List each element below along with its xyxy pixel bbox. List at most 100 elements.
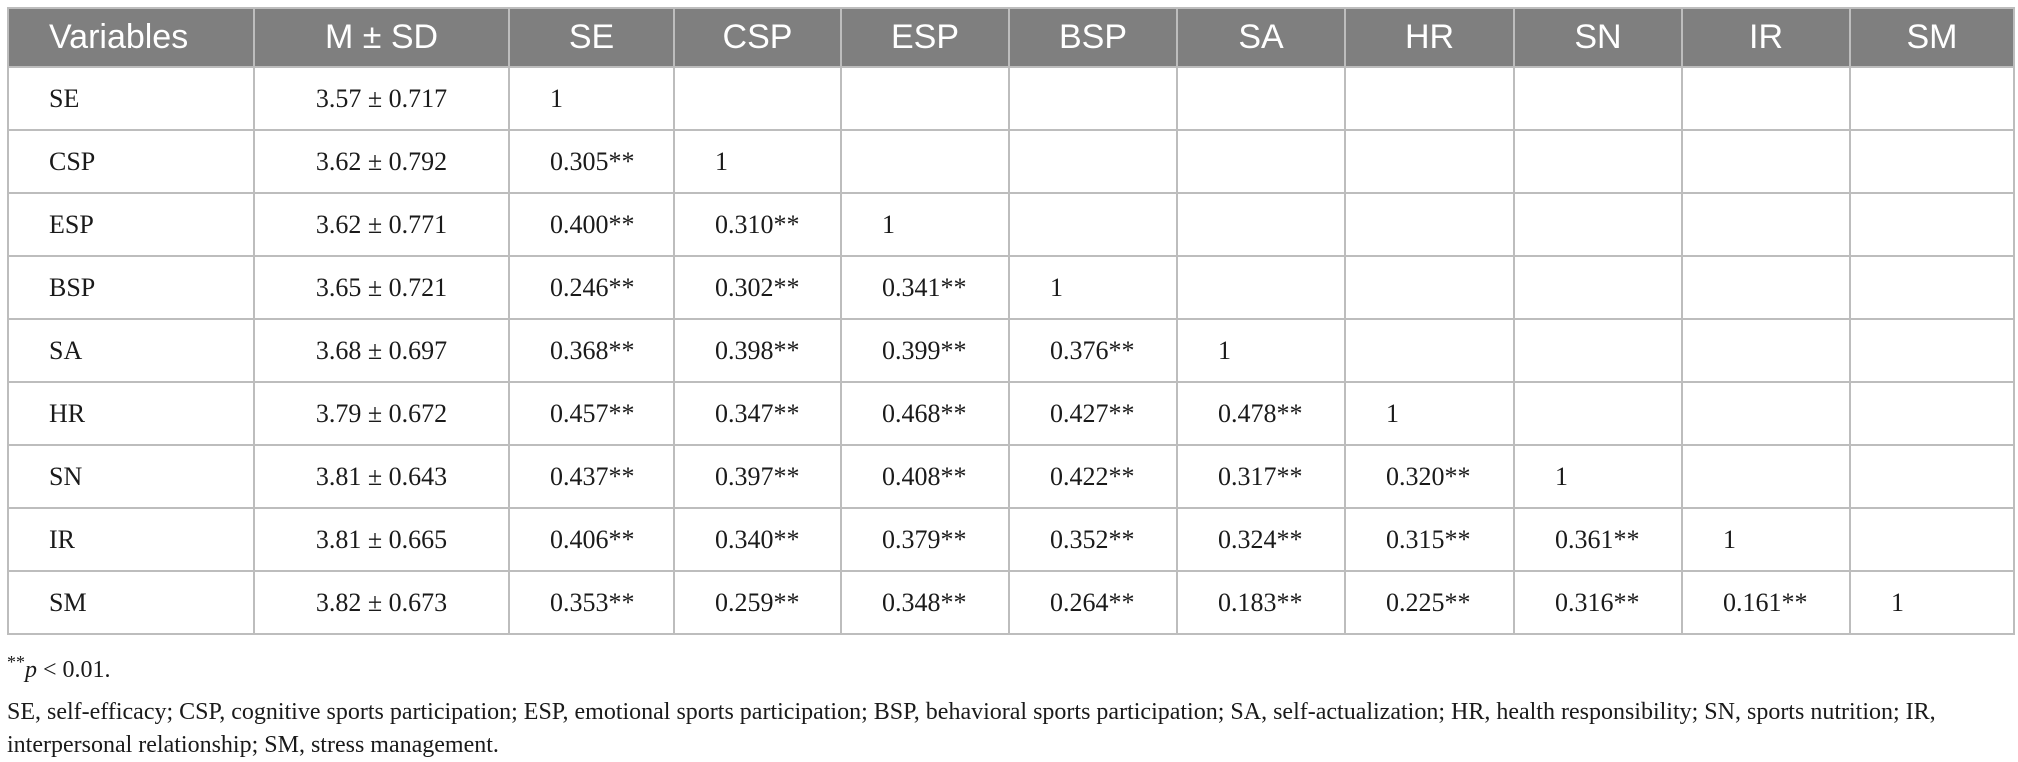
table-row: SE 3.57 ± 0.717 1 [7,66,2015,131]
empty-cell [1176,192,1346,257]
empty-cell [1849,66,2015,131]
correlation-cell: 0.246** [508,255,675,320]
correlation-cell: 0.348** [840,570,1010,635]
column-header: IR [1681,7,1851,68]
significance-note: **p < 0.01. [7,646,2013,687]
variable-cell: SN [7,444,255,509]
correlation-cell: 0.353** [508,570,675,635]
correlation-cell: 0.437** [508,444,675,509]
correlation-cell: 0.361** [1513,507,1683,572]
empty-cell [1849,129,2015,194]
correlation-cell: 0.310** [673,192,842,257]
correlation-cell: 0.399** [840,318,1010,383]
correlation-cell: 0.183** [1176,570,1346,635]
empty-cell [1681,192,1851,257]
mean-sd-cell: 3.62 ± 0.771 [253,192,510,257]
table-header-row: Variables M ± SD SE CSP ESP BSP SA HR SN IR SM [7,7,2015,68]
correlation-cell: 0.315** [1344,507,1515,572]
mean-sd-cell: 3.65 ± 0.721 [253,255,510,320]
empty-cell [1344,255,1515,320]
correlation-cell: 0.341** [840,255,1010,320]
correlation-table: Variables M ± SD SE CSP ESP BSP SA HR SN IR SM SE 3… [7,7,2015,635]
significance-variable: p [25,657,37,683]
table-body: SE 3.57 ± 0.717 1 CSP 3.62 ± 0.792 0.305** 1 ES… [7,66,2015,635]
empty-cell [1681,129,1851,194]
correlation-cell: 0.468** [840,381,1010,446]
empty-cell [840,129,1010,194]
significance-marker: ** [7,652,25,672]
empty-cell [1681,444,1851,509]
correlation-cell: 0.320** [1344,444,1515,509]
column-header: CSP [673,7,842,68]
empty-cell [1176,129,1346,194]
mean-sd-cell: 3.81 ± 0.665 [253,507,510,572]
column-header: SA [1176,7,1346,68]
column-header: SN [1513,7,1683,68]
empty-cell [1849,192,2015,257]
column-header: SM [1849,7,2015,68]
correlation-cell: 0.316** [1513,570,1683,635]
empty-cell [1849,381,2015,446]
variable-cell: HR [7,381,255,446]
empty-cell [1681,381,1851,446]
empty-cell [1344,192,1515,257]
mean-sd-cell: 3.79 ± 0.672 [253,381,510,446]
correlation-cell: 0.347** [673,381,842,446]
correlation-cell: 0.317** [1176,444,1346,509]
table-row: HR 3.79 ± 0.672 0.457** 0.347** 0.468** 0.427… [7,381,2015,446]
empty-cell [1176,255,1346,320]
empty-cell [1513,318,1683,383]
correlation-cell: 0.352** [1008,507,1178,572]
variable-cell: ESP [7,192,255,257]
correlation-cell: 1 [673,129,842,194]
empty-cell [1008,192,1178,257]
correlation-cell: 0.427** [1008,381,1178,446]
empty-cell [1008,66,1178,131]
correlation-cell: 1 [1513,444,1683,509]
variable-cell: BSP [7,255,255,320]
correlation-cell: 0.400** [508,192,675,257]
mean-sd-cell: 3.62 ± 0.792 [253,129,510,194]
correlation-cell: 1 [1681,507,1851,572]
table-row: ESP 3.62 ± 0.771 0.400** 0.310** 1 [7,192,2015,257]
correlation-cell: 0.161** [1681,570,1851,635]
column-header: BSP [1008,7,1178,68]
correlation-cell: 0.397** [673,444,842,509]
variable-cell: SA [7,318,255,383]
correlation-cell: 1 [1344,381,1515,446]
abbreviation-note: SE, self-efficacy; CSP, cognitive sports… [7,699,1936,758]
variable-cell: IR [7,507,255,572]
empty-cell [1513,192,1683,257]
empty-cell [1849,255,2015,320]
empty-cell [1849,444,2015,509]
empty-cell [1681,318,1851,383]
empty-cell [1849,507,2015,572]
correlation-cell: 0.379** [840,507,1010,572]
correlation-cell: 0.408** [840,444,1010,509]
table-row: CSP 3.62 ± 0.792 0.305** 1 [7,129,2015,194]
correlation-cell: 1 [1176,318,1346,383]
empty-cell [1513,381,1683,446]
table-footnotes: **p < 0.01. SE, self-efficacy; CSP, cogn… [7,646,2013,762]
mean-sd-cell: 3.57 ± 0.717 [253,66,510,131]
empty-cell [1176,66,1346,131]
mean-sd-cell: 3.81 ± 0.643 [253,444,510,509]
correlation-cell: 0.376** [1008,318,1178,383]
variable-cell: CSP [7,129,255,194]
correlation-cell: 0.302** [673,255,842,320]
correlation-cell: 0.324** [1176,507,1346,572]
correlation-cell: 1 [1849,570,2015,635]
correlation-cell: 0.264** [1008,570,1178,635]
correlation-cell: 0.457** [508,381,675,446]
empty-cell [1513,255,1683,320]
table-row: SN 3.81 ± 0.643 0.437** 0.397** 0.408** 0.422… [7,444,2015,509]
mean-sd-cell: 3.82 ± 0.673 [253,570,510,635]
empty-cell [673,66,842,131]
correlation-cell: 1 [508,66,675,131]
empty-cell [840,66,1010,131]
column-header: HR [1344,7,1515,68]
correlation-cell: 1 [1008,255,1178,320]
empty-cell [1513,66,1683,131]
correlation-cell: 0.398** [673,318,842,383]
column-header: SE [508,7,675,68]
